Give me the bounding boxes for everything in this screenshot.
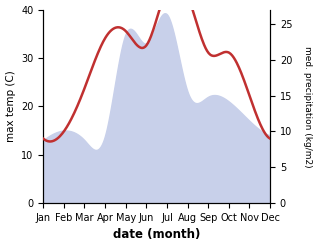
- Y-axis label: med. precipitation (kg/m2): med. precipitation (kg/m2): [303, 45, 313, 167]
- Y-axis label: max temp (C): max temp (C): [5, 70, 16, 142]
- X-axis label: date (month): date (month): [113, 228, 200, 242]
